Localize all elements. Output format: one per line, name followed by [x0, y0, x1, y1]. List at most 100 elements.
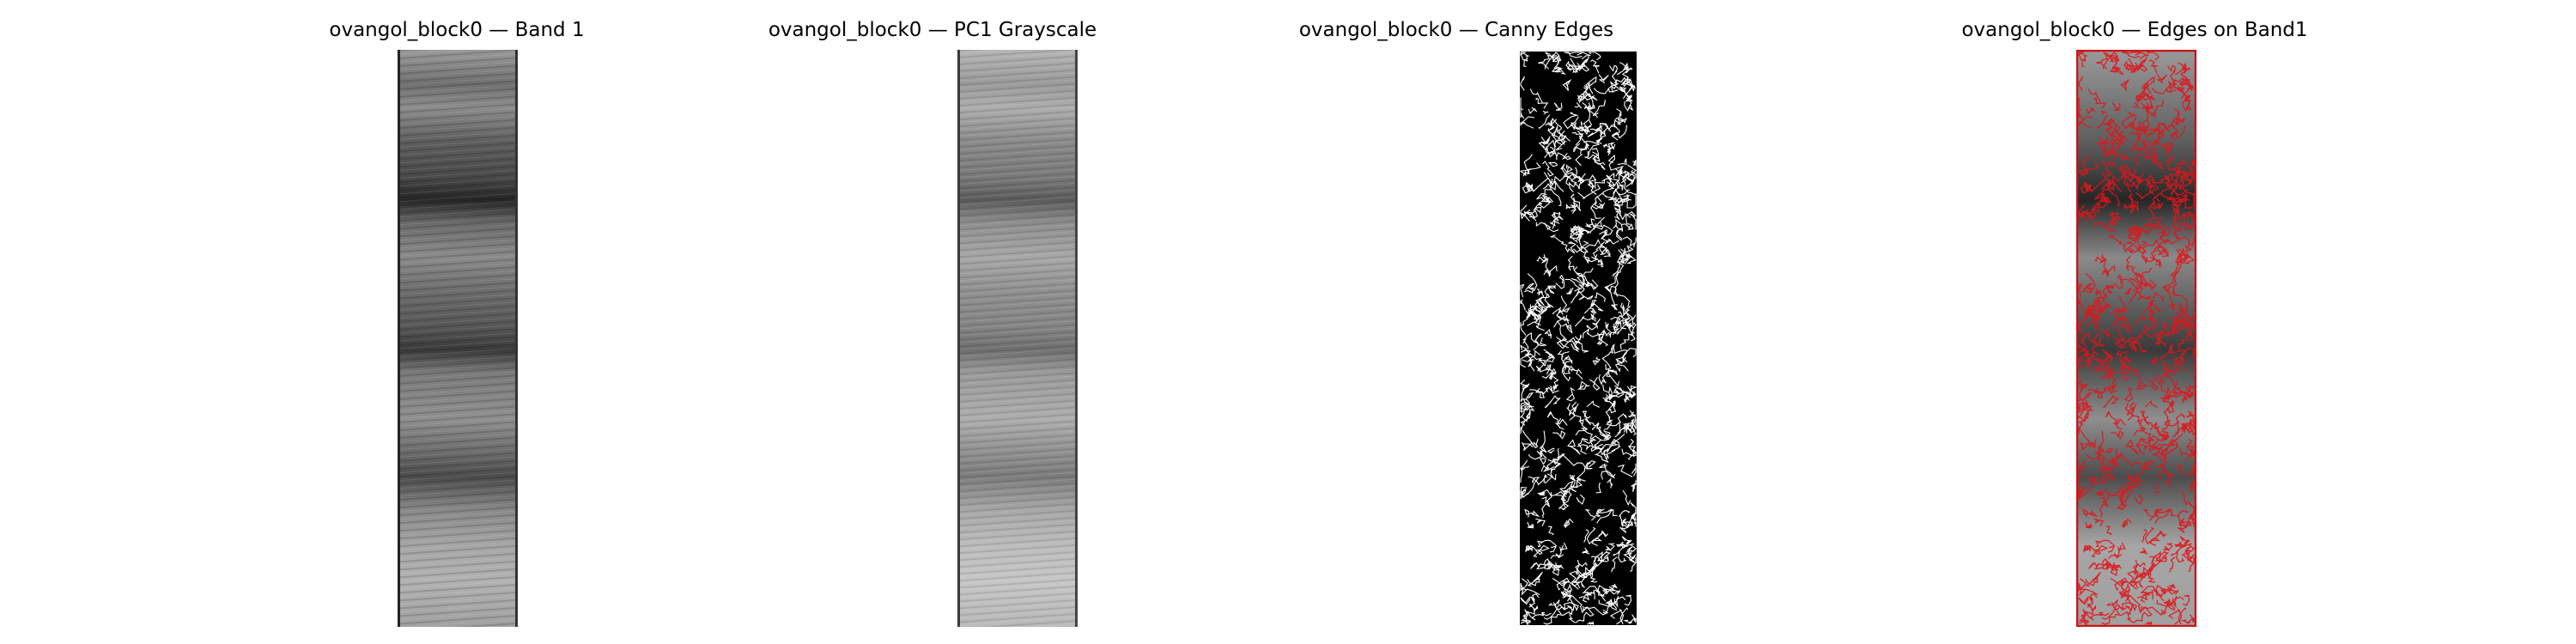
- edge-contour: [1541, 492, 1552, 504]
- edge-contour: [1520, 616, 1532, 623]
- edge-overlay-contour: [2182, 97, 2192, 112]
- edge-overlay-contour: [2172, 270, 2180, 297]
- edge-contour: [1628, 438, 1637, 453]
- edge-overlay-contour: [2136, 184, 2160, 200]
- edge-overlay-contour: [2142, 275, 2154, 289]
- edge-overlay-contour: [2146, 52, 2160, 61]
- edge-contour: [1607, 154, 1625, 177]
- edge-overlay-contour: [2139, 222, 2161, 234]
- edge-overlay-contour: [2121, 112, 2138, 131]
- edge-contour: [1577, 444, 1604, 451]
- edge-overlay-contour: [2105, 385, 2117, 394]
- edge-overlay-contour: [2103, 146, 2114, 158]
- edge-overlay-contour: [2154, 329, 2168, 341]
- edge-contour: [1586, 400, 1601, 408]
- edge-contour: [1546, 468, 1557, 478]
- edge-contour: [1571, 272, 1585, 285]
- edge-contour: [1620, 170, 1630, 184]
- edge-contour: [1632, 159, 1637, 167]
- edge-contour: [1577, 93, 1594, 107]
- edge-overlay-contour: [2094, 289, 2101, 297]
- edge-overlay-contour: [2172, 218, 2182, 232]
- edge-overlay-contour: [2134, 283, 2144, 295]
- edge-overlay-contour: [2120, 454, 2151, 470]
- edge-overlay-contour: [2148, 303, 2162, 312]
- edge-contour: [1602, 384, 1613, 400]
- edge-contour: [1592, 422, 1601, 432]
- edge-overlay-contour: [2119, 356, 2129, 382]
- edge-contour: [1553, 315, 1566, 328]
- edge-overlay-contour: [2095, 198, 2109, 209]
- edge-contour: [1576, 283, 1586, 294]
- edge-contour: [1521, 441, 1534, 449]
- edge-overlay-contour: [2166, 197, 2178, 205]
- edge-overlay-contour: [2128, 226, 2142, 234]
- edge-contour: [1552, 430, 1566, 440]
- edge-overlay-contour: [2147, 376, 2159, 391]
- edge-overlay-contour: [2142, 529, 2148, 543]
- edge-contour: [1522, 429, 1533, 451]
- edge-contour: [1520, 584, 1540, 596]
- edge-overlay-contour: [2160, 397, 2168, 403]
- edge-contour: [1583, 275, 1596, 289]
- edge-contour: [1573, 239, 1601, 253]
- edge-overlay-contour: [2078, 616, 2090, 624]
- edge-overlay-contour: [2129, 122, 2137, 131]
- edge-contour: [1591, 203, 1604, 210]
- edge-overlay-contour: [2087, 309, 2098, 320]
- edge-overlay-contour: [2175, 541, 2193, 549]
- edge-overlay-contour: [2078, 349, 2090, 368]
- edge-overlay-contour: [2162, 543, 2173, 552]
- edge-contour: [1583, 250, 1590, 264]
- edge-overlay-contour: [2120, 592, 2128, 598]
- edge-overlay-contour: [2167, 608, 2183, 625]
- edge-overlay-contour: [2093, 518, 2105, 526]
- edge-contour: [1536, 562, 1550, 570]
- edge-contour: [1563, 518, 1574, 528]
- edge-overlay-contour: [2184, 164, 2196, 188]
- edge-overlay-contour: [2135, 81, 2154, 102]
- edge-contour: [1592, 155, 1606, 166]
- edge-contour: [1595, 179, 1606, 189]
- edge-contour: [1538, 53, 1558, 70]
- edge-overlay-contour: [2149, 155, 2164, 166]
- edge-overlay-contour: [2106, 526, 2112, 536]
- edge-contour: [1567, 64, 1579, 74]
- edge-overlay-contour: [2102, 222, 2117, 233]
- edge-overlay-contour: [2141, 435, 2160, 445]
- edge-contour: [1550, 118, 1562, 131]
- edge-contour: [1569, 415, 1584, 427]
- edge-contour: [1613, 551, 1626, 563]
- edge-contour: [1525, 392, 1534, 399]
- edge-contour: [1583, 435, 1602, 444]
- edge-overlay-contour: [2142, 249, 2157, 263]
- edge-overlay-contour: [2091, 544, 2109, 557]
- edge-overlay-contour: [2135, 559, 2146, 568]
- edge-contour: [1552, 578, 1569, 586]
- edge-contour: [1520, 402, 1534, 412]
- edge-contour: [1576, 494, 1585, 505]
- edge-contour: [1601, 351, 1614, 371]
- edge-overlay-contour: [2184, 410, 2193, 418]
- edge-contour: [1607, 477, 1613, 489]
- edge-overlay-contour: [2109, 125, 2129, 142]
- edge-contour: [1520, 116, 1535, 129]
- edge-overlay-contour: [2152, 254, 2162, 268]
- edge-overlay-contour: [2134, 290, 2152, 301]
- edge-overlay-contour: [2135, 52, 2149, 60]
- edge-overlay-contour: [2159, 445, 2170, 455]
- edge-overlay-contour: [2180, 303, 2190, 315]
- edge-overlay-contour: [2126, 175, 2136, 193]
- edge-overlay-contour: [2094, 293, 2109, 307]
- edge-contour: [1584, 76, 1597, 98]
- edge-overlay-contour: [2188, 326, 2193, 337]
- edge-overlay-contour: [2142, 566, 2150, 577]
- edge-overlay-contour: [2116, 295, 2129, 314]
- edge-contour: [1613, 193, 1630, 208]
- edge-contour: [1574, 334, 1582, 341]
- edge-contour: [1543, 264, 1558, 276]
- edge-overlay-contour: [2099, 139, 2120, 151]
- edge-overlay-contour: [2105, 599, 2118, 606]
- edge-overlay-contour: [2178, 524, 2190, 534]
- edge-overlay-contour: [2144, 330, 2165, 337]
